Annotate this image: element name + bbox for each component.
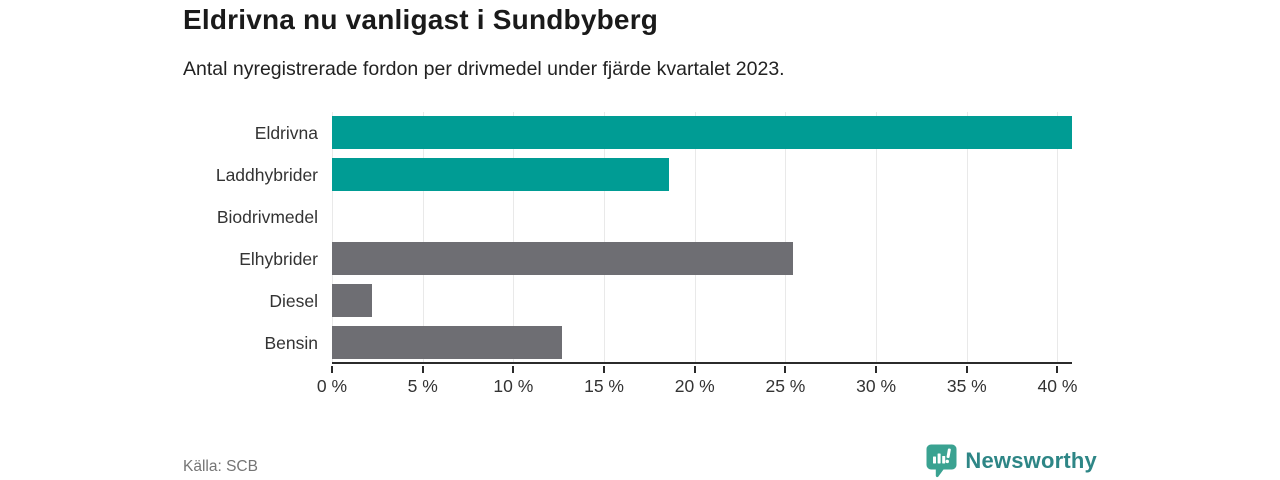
x-tick-label: 40 % [1037, 376, 1078, 396]
gridline [1057, 112, 1059, 362]
gridline [422, 112, 424, 362]
x-tick-label: 20 % [674, 376, 715, 396]
x-tick-label: 10 % [493, 376, 534, 396]
gridline [785, 112, 787, 362]
category-label: Eldrivna [254, 123, 318, 143]
source-note: Källa: SCB [183, 458, 258, 475]
gridline [694, 112, 696, 362]
x-axis-tick [693, 366, 696, 373]
brand-name: Newsworthy [965, 448, 1097, 473]
category-label: Diesel [269, 291, 318, 311]
bar-elhybrider [332, 242, 793, 275]
bar-laddhybrider [332, 158, 670, 191]
gridline [966, 112, 968, 362]
x-axis-tick [331, 366, 333, 373]
x-axis-tick [875, 366, 878, 373]
gridline [332, 112, 333, 362]
chart-subtitle: Antal nyregistrerade fordon per drivmede… [183, 58, 785, 80]
x-axis-tick [965, 366, 968, 373]
newsworthy-logo: Newsworthy [926, 444, 1097, 478]
bar-bensin [332, 326, 563, 359]
x-axis-tick [784, 366, 787, 373]
x-tick-label: 0 % [316, 376, 348, 396]
gridline [604, 112, 606, 362]
bar-chart: Eldrivna Laddhybrider Biodrivmedel Elhybrid… [183, 112, 1077, 412]
category-labels: Eldrivna Laddhybrider Biodrivmedel Elhybrid… [183, 112, 318, 364]
chart-title: Eldrivna nu vanligast i Sundbyberg [183, 4, 659, 35]
x-tick-label: 5 % [407, 376, 438, 396]
x-axis-tick [421, 366, 424, 373]
category-label: Bensin [264, 333, 318, 353]
x-tick-label: 25 % [765, 376, 806, 396]
category-label: Elhybrider [239, 249, 318, 269]
x-axis-tick [1056, 366, 1059, 373]
newsworthy-pin-icon [926, 444, 957, 478]
x-tick-label: 30 % [856, 376, 897, 396]
x-axis-tick [512, 366, 515, 373]
bar-eldrivna [332, 116, 1072, 149]
x-tick-label: 35 % [946, 376, 987, 396]
x-tick-label: 15 % [584, 376, 624, 396]
x-axis-tick [603, 366, 606, 373]
category-label: Laddhybrider [215, 165, 318, 185]
category-label: Biodrivmedel [216, 207, 318, 227]
gridline [876, 112, 878, 362]
plot-area: 0 % 5 % 10 % 15 % 20 % 25 % 30 % 35 % 40 % [317, 112, 1077, 396]
bar-diesel [332, 284, 372, 317]
gridline [513, 112, 515, 362]
